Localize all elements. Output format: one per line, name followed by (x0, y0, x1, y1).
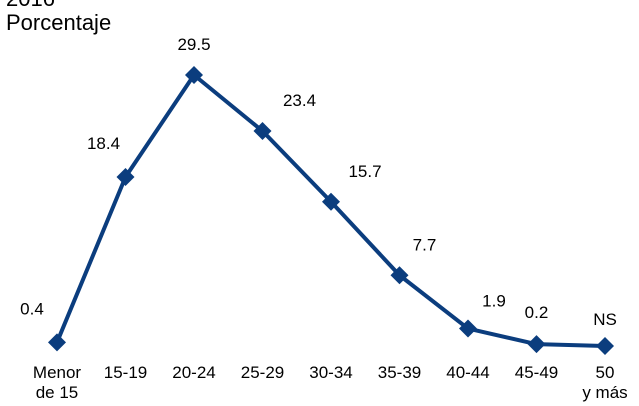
x-tick-label: 15-19 (104, 363, 147, 382)
x-tick-label: 35-39 (378, 363, 421, 382)
chart-title: 2016 (6, 0, 55, 10)
x-tick-label: 25-29 (241, 363, 284, 382)
x-tick-label: 40-44 (446, 363, 489, 382)
x-tick-label: 45-49 (515, 363, 558, 382)
data-point-marker (185, 66, 203, 84)
data-point-marker (48, 333, 66, 352)
data-point-marker (527, 335, 546, 354)
data-point-marker (322, 192, 340, 211)
x-tick-label: Menor de 15 (33, 363, 82, 402)
data-point-marker (596, 337, 614, 355)
data-label: 29.5 (177, 35, 210, 54)
data-point-marker (116, 167, 135, 186)
data-label: 18.4 (87, 134, 120, 153)
data-label: 15.7 (348, 162, 381, 181)
data-label: 0.2 (525, 303, 549, 322)
data-point-marker (390, 266, 409, 285)
data-label: 0.4 (20, 299, 44, 318)
x-tick-label: 20-24 (172, 363, 215, 382)
y-axis-label: Porcentaje (6, 10, 112, 35)
data-label: 1.9 (482, 292, 506, 311)
data-point-marker (459, 319, 477, 338)
x-tick-label: 50 y más (582, 363, 627, 402)
data-label: 7.7 (413, 235, 437, 254)
data-label: 23.4 (283, 91, 316, 110)
x-tick-label: 30-34 (309, 363, 352, 382)
data-point-marker (253, 122, 272, 141)
data-label: NS (593, 310, 617, 329)
